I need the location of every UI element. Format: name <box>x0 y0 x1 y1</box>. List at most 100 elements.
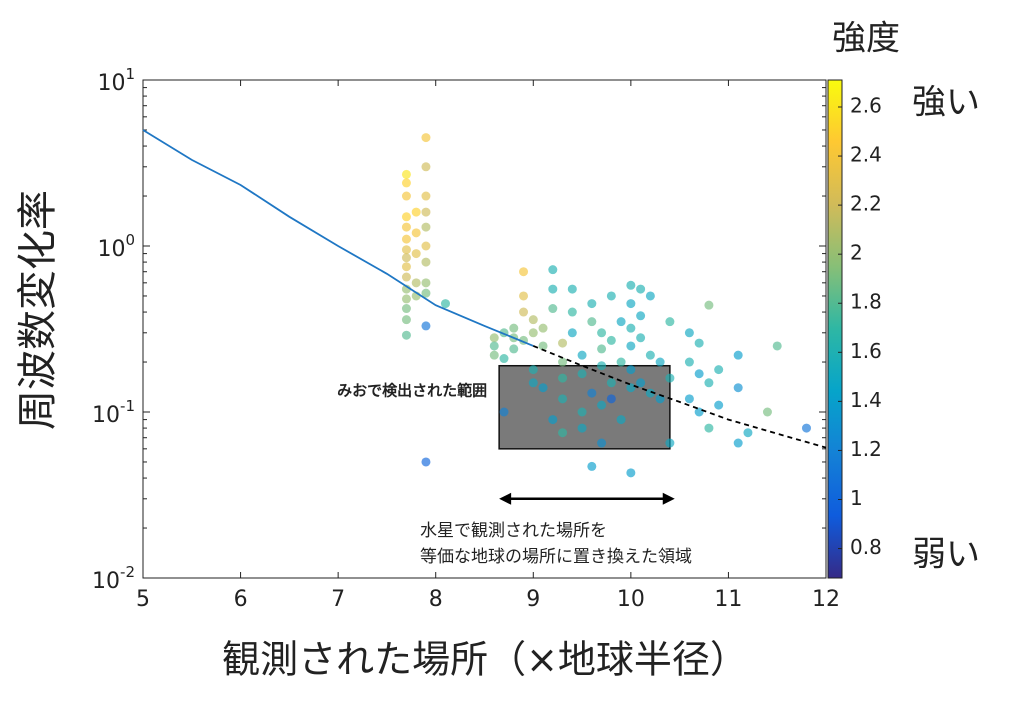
scatter-point <box>772 341 782 351</box>
y-tick-label: 10-2 <box>92 563 135 595</box>
scatter-point <box>626 323 636 333</box>
scatter-point <box>587 461 597 471</box>
scatter-point <box>411 249 421 259</box>
colorbar-title: 強度 <box>832 19 900 59</box>
scatter-point <box>401 178 411 188</box>
colorbar-tick-label: 2 <box>850 241 863 265</box>
scatter-point <box>421 288 431 298</box>
scatter-point <box>489 333 499 343</box>
scatter-point <box>616 317 626 327</box>
arrow-head <box>499 492 512 505</box>
scatter-point <box>626 365 636 375</box>
model-line <box>142 129 534 347</box>
scatter-point <box>421 278 431 288</box>
scatter-point <box>509 323 519 333</box>
y-tick-label: 100 <box>97 231 135 263</box>
scatter-point <box>519 267 529 277</box>
scatter-point <box>421 241 431 251</box>
y-tick-base: 10 <box>92 403 120 428</box>
colorbar-high-label: 強い <box>912 83 980 123</box>
scatter-point <box>665 438 675 448</box>
scatter-point <box>440 299 450 309</box>
scatter-point <box>421 257 431 267</box>
scatter-point <box>801 423 811 433</box>
scatter-point <box>626 468 636 478</box>
scatter-point <box>587 317 597 327</box>
scatter-point <box>567 284 577 294</box>
region-label: みおで検出された範囲 <box>337 382 487 400</box>
scatter-point <box>421 162 431 172</box>
colorbar-tick-label: 0.8 <box>850 535 882 559</box>
scatter-point <box>645 291 655 301</box>
scatter-point <box>401 234 411 244</box>
scatter-point <box>519 291 529 301</box>
scatter-point <box>665 317 675 327</box>
scatter-point <box>597 328 607 338</box>
scatter-point <box>401 169 411 179</box>
scatter-point <box>558 338 568 348</box>
y-tick-exponent: 1 <box>125 65 135 83</box>
scatter-point <box>606 335 616 345</box>
y-tick-label: 10-1 <box>92 397 135 429</box>
scatter-point <box>597 344 607 354</box>
scatter-point <box>548 415 558 425</box>
colorbar-low-label: 弱い <box>912 535 980 575</box>
scatter-point <box>606 394 616 404</box>
scatter-point <box>704 423 714 433</box>
y-tick-label: 101 <box>97 65 135 97</box>
scatter-point <box>626 383 636 393</box>
scatter-point <box>401 222 411 232</box>
colorbar-tick-label: 2.4 <box>850 143 882 167</box>
model-line <box>532 345 827 449</box>
scatter-point <box>684 328 694 338</box>
scatter-point <box>411 228 421 238</box>
scatter-point <box>509 344 519 354</box>
scatter-point <box>606 291 616 301</box>
scatter-point <box>577 423 587 433</box>
scatter-point <box>626 299 636 309</box>
scatter-point <box>558 428 568 438</box>
scatter-point <box>558 373 568 383</box>
scatter-point <box>401 272 411 282</box>
x-tick-label: 11 <box>714 587 742 612</box>
span-label: 等価な地球の場所に置き換えた領域 <box>420 547 692 567</box>
scatter-point <box>733 383 743 393</box>
colorbar <box>827 79 843 579</box>
scatter-point <box>587 388 597 398</box>
scatter-point <box>421 133 431 143</box>
scatter-point <box>655 357 665 367</box>
x-tick-label: 8 <box>429 587 443 612</box>
y-tick-exponent: 0 <box>125 231 135 249</box>
y-tick-base: 10 <box>97 71 125 96</box>
scatter-point <box>743 428 753 438</box>
scatter-point <box>528 365 538 375</box>
scatter-point <box>636 284 646 294</box>
scatter-point <box>421 321 431 331</box>
scatter-point <box>665 373 675 383</box>
colorbar-tick-label: 1.2 <box>850 437 882 461</box>
colorbar-tick-label: 1.4 <box>850 388 882 412</box>
y-tick-base: 10 <box>97 237 125 262</box>
scatter-point <box>401 253 411 263</box>
scatter-point <box>567 307 577 317</box>
scatter-point <box>694 338 704 348</box>
scatter-point <box>538 341 548 351</box>
scatter-point <box>538 383 548 393</box>
scatter-point <box>684 357 694 367</box>
scatter-point <box>577 350 587 360</box>
scatter-point <box>528 328 538 338</box>
plot-area <box>142 79 827 579</box>
scatter-point <box>411 207 421 217</box>
scatter-point <box>684 394 694 404</box>
y-axis-label: 周波数変化率 <box>15 190 61 430</box>
scatter-point <box>519 307 529 317</box>
scatter-point <box>421 191 431 201</box>
scatter-point <box>401 245 411 255</box>
scatter-point <box>597 361 607 371</box>
scatter-point <box>401 191 411 201</box>
scatter-point <box>401 294 411 304</box>
scatter-point <box>538 323 548 333</box>
scatter-point <box>548 304 558 314</box>
scatter-point <box>401 212 411 222</box>
